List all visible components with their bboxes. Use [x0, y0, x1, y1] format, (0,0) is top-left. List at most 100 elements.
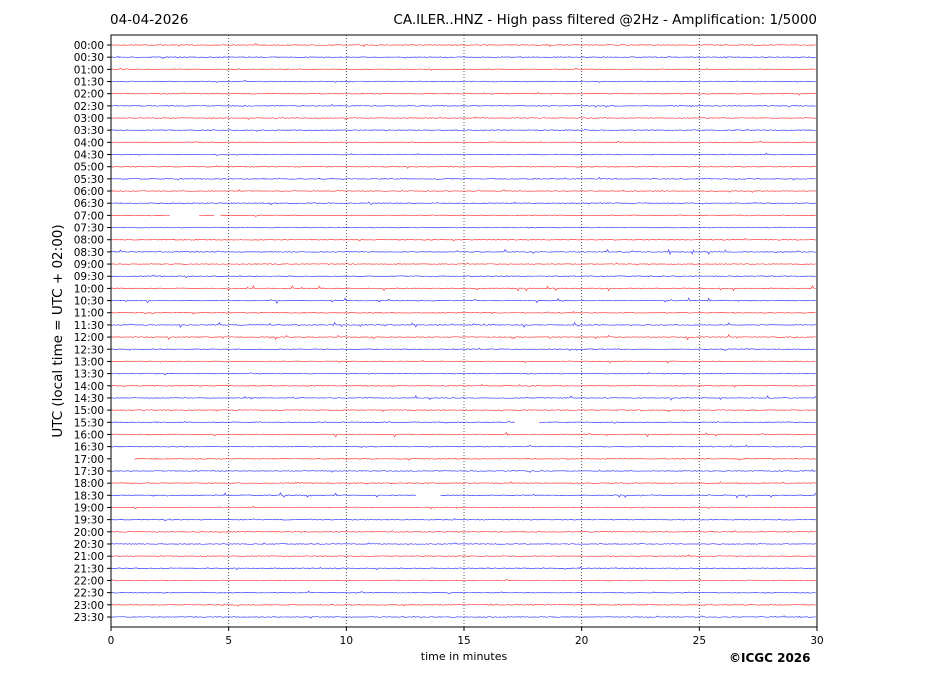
trace-0630 — [110, 201, 816, 206]
y-tick-label: 17:00 — [74, 454, 104, 466]
y-tick-label: 09:30 — [74, 271, 104, 283]
y-tick-label: 02:00 — [74, 89, 104, 101]
y-tick-label: 15:00 — [74, 405, 104, 417]
y-tick-label: 09:00 — [74, 259, 104, 271]
trace-0330 — [110, 128, 816, 132]
y-tick-label: 19:30 — [74, 515, 104, 527]
trace-1100 — [110, 310, 816, 315]
y-tick-label: 21:00 — [74, 551, 104, 563]
y-tick-label: 06:30 — [74, 198, 104, 210]
y-tick-label: 07:00 — [74, 210, 104, 222]
y-tick-label: 07:30 — [74, 223, 104, 235]
trace-1430 — [110, 395, 817, 401]
y-tick-label: 20:30 — [74, 539, 104, 551]
y-tick-label: 23:30 — [74, 612, 104, 624]
trace-1630 — [110, 444, 816, 449]
y-tick-label: 20:00 — [74, 527, 104, 539]
x-tick-label: 15 — [457, 635, 470, 647]
y-tick-label: 04:00 — [74, 137, 104, 149]
y-tick-label: 02:30 — [74, 101, 104, 113]
x-tick-label: 0 — [108, 635, 115, 647]
y-tick-label: 14:30 — [74, 393, 104, 405]
y-tick-label: 00:00 — [74, 40, 104, 52]
y-tick-label: 04:30 — [74, 150, 104, 162]
x-tick-label: 20 — [575, 635, 588, 647]
trace-1000 — [110, 285, 816, 292]
y-tick-label: 18:00 — [74, 478, 104, 490]
y-tick-label: 19:00 — [74, 502, 104, 514]
y-tick-label: 13:30 — [74, 369, 104, 381]
trace-2330 — [111, 615, 816, 619]
trace-2300 — [110, 603, 816, 607]
trace-0130 — [110, 79, 816, 83]
trace-0700 — [110, 214, 816, 217]
trace-1130 — [110, 321, 816, 329]
y-tick-label: 08:00 — [74, 235, 104, 247]
trace-0830 — [110, 248, 816, 255]
trace-2030 — [110, 542, 816, 545]
y-tick-label: 03:00 — [74, 113, 104, 125]
y-tick-label: 01:30 — [74, 77, 104, 89]
y-tick-label: 08:30 — [74, 247, 104, 259]
y-tick-label: 16:30 — [74, 442, 104, 454]
y-tick-label: 06:00 — [74, 186, 104, 198]
trace-1800 — [110, 481, 816, 485]
y-tick-label: 12:30 — [74, 344, 104, 356]
trace-0800 — [110, 237, 816, 242]
trace-2000 — [110, 530, 816, 534]
trace-1300 — [110, 359, 816, 364]
y-tick-label: 14:00 — [74, 381, 104, 393]
trace-0200 — [110, 92, 816, 96]
x-tick-label: 30 — [810, 635, 823, 647]
y-tick-label: 13:00 — [74, 356, 104, 368]
trace-1600 — [110, 431, 816, 438]
trace-1500 — [110, 409, 816, 413]
trace-0400 — [110, 140, 816, 144]
y-tick-label: 01:00 — [74, 64, 104, 76]
y-tick-label: 23:00 — [74, 600, 104, 612]
trace-0500 — [110, 165, 816, 169]
trace-1400 — [110, 384, 816, 388]
trace-1200 — [110, 334, 816, 341]
trace-2130 — [111, 566, 816, 571]
trace-1700 — [134, 457, 816, 461]
trace-1230 — [110, 347, 816, 352]
y-tick-label: 16:00 — [74, 429, 104, 441]
x-tick-label: 5 — [225, 635, 232, 647]
y-tick-label: 12:00 — [74, 332, 104, 344]
trace-0000 — [110, 42, 816, 48]
y-tick-label: 17:30 — [74, 466, 104, 478]
x-tick-label: 25 — [693, 635, 706, 647]
trace-0230 — [111, 104, 816, 108]
trace-2230 — [110, 590, 816, 595]
trace-0030 — [110, 55, 816, 60]
y-tick-label: 22:30 — [74, 588, 104, 600]
trace-0530 — [110, 176, 816, 181]
y-tick-label: 05:30 — [74, 174, 104, 186]
chart-title: CA.ILER..HNZ - High pass filtered @2Hz -… — [393, 12, 817, 28]
y-tick-label: 10:00 — [74, 283, 104, 295]
trace-0930 — [110, 274, 816, 279]
y-tick-label: 05:00 — [74, 162, 104, 174]
trace-1030 — [110, 297, 816, 304]
trace-2100 — [110, 554, 816, 558]
y-tick-label: 15:30 — [74, 417, 104, 429]
trace-0730 — [111, 226, 816, 229]
trace-0430 — [110, 152, 816, 156]
trace-1930 — [110, 517, 816, 522]
date-label: 04-04-2026 — [110, 12, 189, 28]
trace-0100 — [110, 67, 816, 71]
y-tick-label: 00:30 — [74, 52, 104, 64]
y-tick-label: 22:00 — [74, 575, 104, 587]
trace-1530 — [110, 420, 816, 424]
trace-1330 — [110, 372, 816, 376]
y-tick-label: 10:30 — [74, 296, 104, 308]
y-tick-label: 03:30 — [74, 125, 104, 137]
copyright-label: ©ICGC 2026 — [729, 651, 811, 665]
y-tick-label: 21:30 — [74, 563, 104, 575]
trace-1900 — [110, 505, 816, 510]
trace-0600 — [110, 189, 816, 193]
plot-frame — [110, 34, 818, 628]
x-axis-label: time in minutes — [420, 650, 508, 663]
